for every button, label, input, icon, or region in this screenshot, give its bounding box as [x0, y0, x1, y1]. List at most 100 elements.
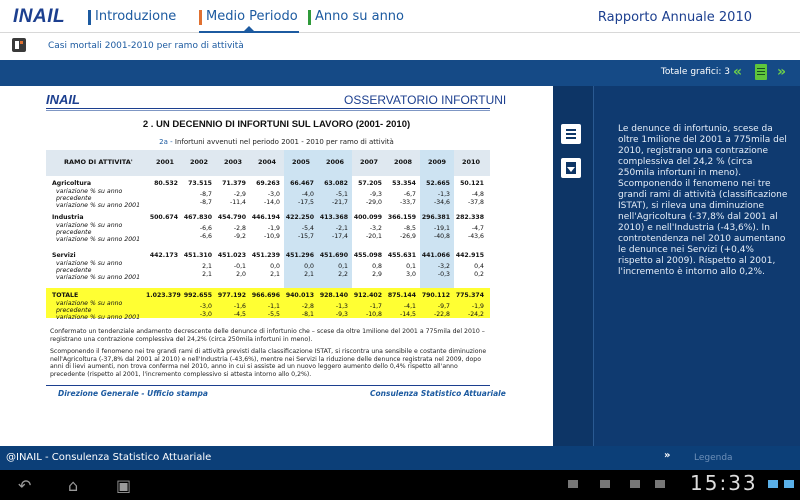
footer-text: @INAIL - Consulenza Statistico Attuarial…	[6, 452, 212, 463]
system-clock: 15:33	[690, 471, 758, 495]
row-label: Servizi	[52, 252, 76, 259]
table-cell: 71.379	[222, 180, 246, 187]
tab-medio-periodo[interactable]: Medio Periodo	[199, 9, 298, 25]
table-cell: 977.192	[217, 292, 246, 299]
row-sublabel: variazione % su anno 2001	[56, 274, 141, 281]
tab-label: Medio Periodo	[206, 9, 298, 24]
table-cell: -4,5	[233, 311, 246, 318]
row-label: TOTALE	[52, 292, 79, 299]
row-sublabel: variazione % su anno	[56, 260, 123, 267]
table-cell: -19,1	[433, 225, 450, 232]
tab-introduzione[interactable]: Introduzione	[88, 9, 177, 25]
app-footer	[0, 446, 800, 470]
active-tab-indicator	[199, 26, 299, 33]
table-cell: -4,0	[301, 191, 314, 198]
table-cell: 455.098	[353, 252, 382, 259]
column-header-ramo: RAMO DI ATTIVITA'	[64, 158, 133, 166]
table-cell: 875.144	[387, 292, 416, 299]
side-toolbar	[553, 86, 593, 446]
table-cell: 2,1	[304, 271, 314, 278]
chart-toolbar	[0, 60, 800, 86]
table-cell: 0,8	[372, 263, 382, 270]
back-icon[interactable]: ↶	[18, 476, 32, 495]
table-cell: 366.159	[387, 214, 416, 221]
notification-icon[interactable]	[568, 480, 578, 488]
table-cell: -17,5	[297, 199, 314, 206]
tab-anno-su-anno[interactable]: Anno su anno	[308, 9, 404, 25]
table-cell: 50.121	[460, 180, 484, 187]
table-cell: -15,7	[297, 233, 314, 240]
table-cell: 455.631	[387, 252, 416, 259]
table-cell: 451.239	[251, 252, 280, 259]
table-cell: -26,9	[399, 233, 416, 240]
table-cell: 966.696	[251, 292, 280, 299]
table-cell: 1.023.379	[146, 292, 181, 299]
home-icon[interactable]: ⌂	[68, 476, 79, 495]
next-chart-icon[interactable]: »	[777, 64, 787, 80]
breadcrumb: Casi mortali 2001-2010 per ramo di attiv…	[48, 41, 244, 51]
notification-icon[interactable]	[600, 480, 610, 488]
header-rule-secondary	[46, 110, 490, 111]
download-icon[interactable]	[561, 158, 581, 178]
table-cell: -6,7	[403, 191, 416, 198]
table-cell: -4,1	[403, 303, 416, 310]
table-cell: -4,7	[471, 225, 484, 232]
table-cell: 940.013	[285, 292, 314, 299]
table-cell: 57.205	[358, 180, 382, 187]
table-cell: 0,4	[474, 263, 484, 270]
table-cell: 0,1	[338, 263, 348, 270]
table-cell: 928.140	[319, 292, 348, 299]
table-cell: 912.402	[353, 292, 382, 299]
table-cell: 441.066	[421, 252, 450, 259]
table-cell: 992.655	[183, 292, 212, 299]
table-cell: 2,1	[202, 271, 212, 278]
table-cell: 63.082	[324, 180, 348, 187]
table-cell: -5,4	[301, 225, 314, 232]
table-cell: -17,4	[331, 233, 348, 240]
legenda-button[interactable]: Legenda	[694, 453, 733, 463]
table-cell: 451.310	[183, 252, 212, 259]
section-title: 2 . UN DECENNIO DI INFORTUNI SUL LAVORO …	[142, 119, 411, 130]
table-cell: -9,3	[369, 191, 382, 198]
notification-icon[interactable]	[630, 480, 640, 488]
table-cell: 451.690	[319, 252, 348, 259]
table-cell: -29,0	[365, 199, 382, 206]
table-cell: -1,3	[335, 303, 348, 310]
column-header-year: 2006	[325, 158, 345, 166]
table-cell: 413.368	[319, 214, 348, 221]
row-sublabel: variazione % su anno	[56, 188, 123, 195]
column-header-year: 2007	[359, 158, 379, 166]
column-header-year: 2008	[393, 158, 413, 166]
table-cell: -22,8	[433, 311, 450, 318]
table-cell: -10,9	[263, 233, 280, 240]
chart-menu-icon[interactable]	[12, 38, 26, 52]
list-icon[interactable]	[561, 124, 581, 144]
notification-icon[interactable]	[655, 480, 665, 488]
table-cell: -4,8	[471, 191, 484, 198]
table-cell: 2,0	[236, 271, 246, 278]
table-cell: 296.381	[421, 214, 450, 221]
previous-chart-icon[interactable]: «	[733, 64, 743, 80]
top-bar: INAIL Introduzione Medio Periodo Anno su…	[0, 0, 800, 33]
table-cell: 2,1	[270, 271, 280, 278]
table-cell: -6,6	[199, 225, 212, 232]
legenda-expand-icon[interactable]: »	[664, 450, 671, 461]
row-sublabel: variazione % su anno 2001	[56, 236, 141, 243]
table-cell: 52.665	[426, 180, 450, 187]
table-cell: -20,1	[365, 233, 382, 240]
table-cell: 3,0	[406, 271, 416, 278]
table-cell: -10,8	[365, 311, 382, 318]
recent-apps-icon[interactable]: ▣	[116, 476, 132, 495]
document-icon[interactable]	[755, 64, 767, 80]
report-title: Rapporto Annuale 2010	[597, 10, 752, 25]
row-sublabel: variazione % su anno 2001	[56, 202, 141, 209]
table-cell: 790.112	[421, 292, 450, 299]
table-cell: 500.674	[149, 214, 178, 221]
table-cell: 282.338	[455, 214, 484, 221]
table-cell: 451.296	[285, 252, 314, 259]
table-cell: 73.515	[188, 180, 212, 187]
table-cell: -40,8	[433, 233, 450, 240]
table-cell: 2,9	[372, 271, 382, 278]
tab-label: Introduzione	[95, 9, 177, 24]
